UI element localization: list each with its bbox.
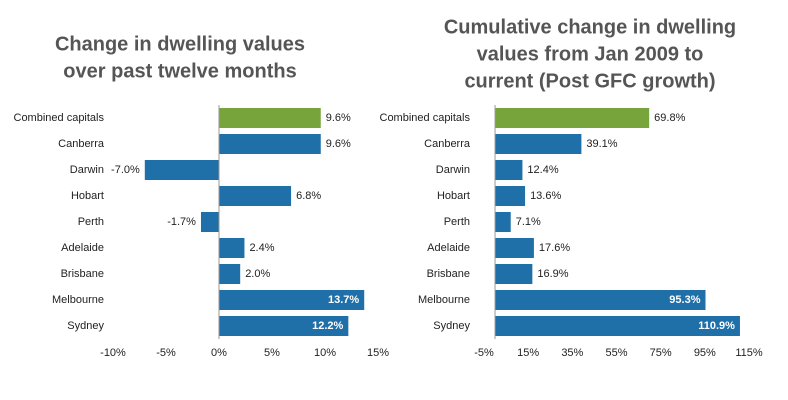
bar: [495, 134, 582, 154]
category-label: Hobart: [437, 190, 470, 202]
category-label: Melbourne: [52, 294, 104, 306]
chart-title: values from Jan 2009 to: [477, 43, 704, 65]
category-label: Brisbane: [427, 268, 470, 280]
data-label: 110.9%: [698, 320, 735, 332]
bar: [219, 316, 349, 336]
data-label: 17.6%: [539, 242, 570, 254]
category-label: Sydney: [433, 320, 470, 332]
chart-title: Cumulative change in dwelling: [444, 16, 736, 38]
category-label: Adelaide: [61, 242, 104, 254]
x-tick-label: 95%: [694, 347, 716, 359]
x-tick-label: 15%: [367, 347, 389, 359]
category-label: Canberra: [424, 138, 471, 150]
category-label: Brisbane: [61, 268, 104, 280]
bar: [495, 316, 740, 336]
bar: [144, 160, 219, 180]
bar: [219, 134, 321, 154]
category-label: Perth: [78, 216, 104, 228]
x-tick-label: 55%: [605, 347, 627, 359]
data-label: 13.6%: [530, 190, 561, 202]
bar: [495, 290, 706, 310]
category-label: Perth: [444, 216, 470, 228]
data-label: 7.1%: [516, 216, 541, 228]
bar: [200, 212, 219, 232]
category-label: Sydney: [67, 320, 104, 332]
category-label: Darwin: [436, 164, 470, 176]
category-label: Darwin: [70, 164, 104, 176]
bar: [219, 186, 292, 206]
x-tick-label: -5%: [474, 347, 494, 359]
bar: [219, 290, 365, 310]
data-label: 2.0%: [245, 268, 270, 280]
x-tick-label: -10%: [100, 347, 126, 359]
category-label: Hobart: [71, 190, 104, 202]
bar: [495, 264, 533, 284]
category-label: Canberra: [58, 138, 105, 150]
category-label: Melbourne: [418, 294, 470, 306]
x-tick-label: 35%: [561, 347, 583, 359]
category-label: Adelaide: [427, 242, 470, 254]
data-label: 6.8%: [296, 190, 321, 202]
data-label: 12.4%: [527, 164, 558, 176]
data-label: 13.7%: [328, 294, 359, 306]
data-label: -1.7%: [167, 216, 196, 228]
chart-title: Change in dwelling values: [55, 33, 305, 55]
chart-title: over past twelve months: [63, 60, 296, 82]
data-label: -7.0%: [111, 164, 140, 176]
data-label: 12.2%: [312, 320, 343, 332]
x-tick-label: 0%: [211, 347, 227, 359]
x-tick-label: 115%: [735, 347, 763, 359]
x-tick-label: 75%: [650, 347, 672, 359]
data-label: 69.8%: [654, 112, 685, 124]
x-tick-label: -5%: [156, 347, 176, 359]
bar: [219, 108, 321, 128]
bar: [495, 186, 526, 206]
data-label: 39.1%: [586, 138, 617, 150]
data-label: 95.3%: [669, 294, 700, 306]
category-label: Combined capitals: [380, 112, 471, 124]
x-tick-label: 15%: [517, 347, 539, 359]
chart-title: current (Post GFC growth): [464, 70, 715, 92]
x-tick-label: 10%: [314, 347, 336, 359]
category-label: Combined capitals: [14, 112, 105, 124]
data-label: 9.6%: [326, 138, 351, 150]
x-tick-label: 5%: [264, 347, 280, 359]
bar: [495, 108, 650, 128]
bar: [219, 238, 245, 258]
data-label: 9.6%: [326, 112, 351, 124]
data-label: 2.4%: [249, 242, 274, 254]
bar: [495, 238, 534, 258]
bar: [495, 212, 511, 232]
data-label: 16.9%: [537, 268, 568, 280]
bar: [219, 264, 241, 284]
bar: [495, 160, 523, 180]
